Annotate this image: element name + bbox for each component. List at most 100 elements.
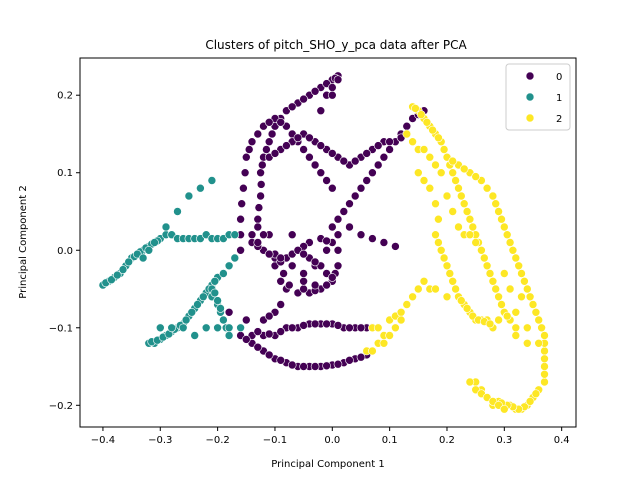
point-cluster-1-81 xyxy=(178,323,188,333)
point-cluster-0-195 xyxy=(333,75,343,84)
point-cluster-2-118 xyxy=(522,338,532,348)
point-cluster-0-66 xyxy=(305,152,314,162)
point-cluster-2-143 xyxy=(408,292,417,302)
point-cluster-2-52 xyxy=(540,377,549,387)
point-cluster-2-58 xyxy=(497,214,506,224)
point-cluster-1-52 xyxy=(187,307,197,317)
point-cluster-0-37 xyxy=(264,137,274,146)
point-cluster-0-116 xyxy=(345,323,354,333)
point-cluster-0-9 xyxy=(333,246,343,255)
point-cluster-1-56 xyxy=(210,276,220,286)
point-cluster-0-57 xyxy=(236,246,245,255)
point-cluster-0-180 xyxy=(270,149,280,158)
y-axis-ticks: −0.2 −0.1 0.0 0.1 0.2 xyxy=(49,91,80,412)
point-cluster-0-140 xyxy=(345,355,354,365)
point-cluster-0-84 xyxy=(299,269,308,278)
point-cluster-0-110 xyxy=(276,327,286,336)
point-cluster-2-89 xyxy=(431,230,440,239)
point-cluster-0-199 xyxy=(276,300,286,309)
point-cluster-2-162 xyxy=(499,404,509,414)
points-layer xyxy=(98,71,549,414)
point-cluster-0-82 xyxy=(276,253,286,263)
point-cluster-2-55 xyxy=(471,172,481,181)
point-cluster-0-114 xyxy=(322,319,331,329)
point-cluster-2-155 xyxy=(396,315,406,325)
point-cluster-0-22 xyxy=(279,269,288,278)
point-cluster-2-90 xyxy=(436,246,446,255)
point-cluster-1-66 xyxy=(216,304,225,313)
point-cluster-2-28 xyxy=(462,207,472,216)
point-cluster-2-18 xyxy=(511,323,521,333)
legend-marker-2 xyxy=(525,113,535,123)
point-cluster-2-134 xyxy=(419,176,429,185)
point-cluster-1-61 xyxy=(219,315,228,325)
point-cluster-1-88 xyxy=(224,261,234,271)
point-cluster-0-45 xyxy=(253,222,263,232)
point-cluster-0-53 xyxy=(299,94,308,104)
point-cluster-2-107 xyxy=(462,304,472,313)
point-cluster-2-23 xyxy=(434,133,443,143)
legend-label-2: 2 xyxy=(556,114,562,125)
x-axis-ticks: −0.4 −0.3 −0.2 −0.1 0.0 0.1 0.2 0.3 0.4 xyxy=(91,427,570,446)
y-tick-label: −0.1 xyxy=(49,323,73,334)
point-cluster-2-59 xyxy=(502,230,512,239)
point-cluster-0-185 xyxy=(327,149,337,158)
point-cluster-2-8 xyxy=(454,183,463,193)
x-tick-label: −0.1 xyxy=(263,435,287,446)
point-cluster-1-27 xyxy=(207,176,217,185)
point-cluster-0-35 xyxy=(256,168,265,177)
point-cluster-0-132 xyxy=(253,342,263,352)
point-cluster-2-54 xyxy=(459,164,469,174)
point-cluster-1-84 xyxy=(213,323,222,333)
point-cluster-2-62 xyxy=(520,276,529,286)
point-cluster-2-144 xyxy=(413,284,423,294)
point-cluster-2-132 xyxy=(471,238,481,247)
point-cluster-1-85 xyxy=(224,323,234,333)
point-cluster-0-161 xyxy=(356,183,366,193)
point-cluster-0-154 xyxy=(373,160,383,170)
x-tick-label: 0.4 xyxy=(554,435,570,446)
point-cluster-0-139 xyxy=(333,359,343,369)
point-cluster-0-67 xyxy=(316,168,326,177)
y-axis-label: Principal Component 2 xyxy=(18,185,29,298)
point-cluster-0-83 xyxy=(287,261,297,271)
point-cluster-1-89 xyxy=(230,253,240,263)
point-cluster-0-86 xyxy=(322,246,331,255)
point-cluster-0-189 xyxy=(373,141,383,150)
point-cluster-1-24 xyxy=(173,207,182,216)
point-cluster-2-65 xyxy=(537,323,546,333)
point-cluster-0-184 xyxy=(316,141,326,150)
point-cluster-2-123 xyxy=(419,145,429,154)
point-cluster-0-48 xyxy=(257,160,267,170)
point-cluster-0-79 xyxy=(322,176,331,185)
point-cluster-2-9 xyxy=(459,199,469,208)
point-cluster-2-120 xyxy=(402,129,412,139)
legend-box xyxy=(505,63,571,131)
point-cluster-1-16 xyxy=(118,265,128,274)
point-cluster-0-149 xyxy=(310,257,320,267)
point-cluster-0-194 xyxy=(327,83,337,92)
point-cluster-1-83 xyxy=(201,323,211,333)
point-cluster-2-100 xyxy=(494,315,503,325)
point-cluster-0-71 xyxy=(240,168,250,177)
legend-marker-0 xyxy=(525,71,535,81)
x-tick-label: 0.2 xyxy=(439,435,455,446)
point-cluster-0-47 xyxy=(256,180,266,189)
point-cluster-0-135 xyxy=(287,360,297,370)
point-cluster-2-148 xyxy=(442,292,452,302)
point-cluster-1-82 xyxy=(190,331,199,340)
point-cluster-0-74 xyxy=(264,118,274,127)
point-cluster-2-124 xyxy=(425,152,435,162)
point-cluster-0-117 xyxy=(356,323,366,333)
point-cluster-1-63 xyxy=(224,331,234,340)
point-cluster-0-202 xyxy=(310,280,320,290)
point-cluster-0-160 xyxy=(345,199,354,208)
point-cluster-0-190 xyxy=(385,137,394,146)
point-cluster-2-137 xyxy=(373,323,383,333)
point-cluster-0-150 xyxy=(327,222,337,232)
point-cluster-0-201 xyxy=(299,276,308,286)
point-cluster-1-15 xyxy=(113,270,122,280)
point-cluster-2-115 xyxy=(511,307,521,317)
point-cluster-2-13 xyxy=(482,261,492,271)
point-cluster-2-51 xyxy=(540,362,549,371)
